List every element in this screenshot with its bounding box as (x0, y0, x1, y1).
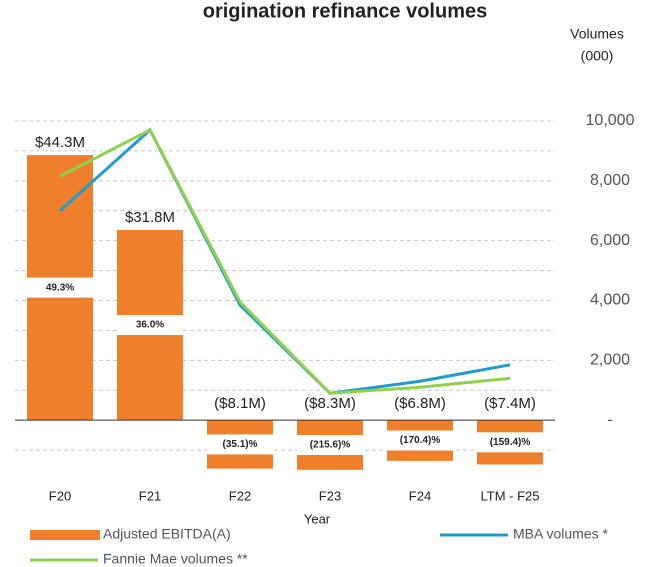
data-label: ($8.3M) (304, 395, 356, 412)
y2-axis-label: Volumes (570, 26, 624, 42)
chart-title: origination refinance volumes (203, 0, 488, 22)
data-label: ($7.4M) (484, 395, 536, 412)
margin-box (27, 277, 93, 298)
x-tick-label: F21 (139, 488, 161, 503)
data-label: ($8.1M) (214, 395, 266, 412)
x-axis-label: Year (304, 511, 331, 526)
y2-tick-label: 8,000 (590, 172, 630, 189)
margin-label: (215.6)% (310, 440, 351, 451)
y2-tick-label: 10,000 (586, 112, 635, 129)
margin-label: 49.3% (46, 282, 74, 293)
data-label: $31.8M (125, 209, 175, 226)
margin-label: 36.0% (136, 320, 164, 331)
data-label: ($6.8M) (394, 395, 446, 412)
x-tick-label: F20 (49, 488, 71, 503)
margin-label: (35.1)% (222, 439, 257, 450)
margin-label: (159.4)% (490, 437, 531, 448)
margin-box (387, 430, 453, 451)
x-tick-label: LTM - F25 (481, 488, 540, 503)
y2-tick-label: 2,000 (590, 352, 630, 369)
margin-label: (170.4)% (400, 435, 441, 446)
line-series (59, 127, 511, 395)
margin-box (207, 434, 273, 455)
margin-box (477, 432, 543, 453)
y2-tick-label: 6,000 (590, 232, 630, 249)
margin-box (297, 434, 363, 455)
y2-axis-label: (000) (581, 48, 614, 64)
x-tick-label: F24 (409, 488, 431, 503)
x-tick-label: F23 (319, 488, 341, 503)
legend-label: Fannie Mae volumes ** (103, 551, 248, 567)
legend-label: Adjusted EBITDA(A) (103, 526, 231, 542)
legend-label: MBA volumes * (513, 526, 608, 542)
y2-tick-label: - (607, 411, 612, 428)
legend-swatch (30, 530, 100, 540)
margin-box (117, 315, 183, 336)
data-label: $44.3M (35, 134, 85, 151)
y2-tick-label: 4,000 (590, 292, 630, 309)
x-tick-label: F22 (229, 488, 251, 503)
